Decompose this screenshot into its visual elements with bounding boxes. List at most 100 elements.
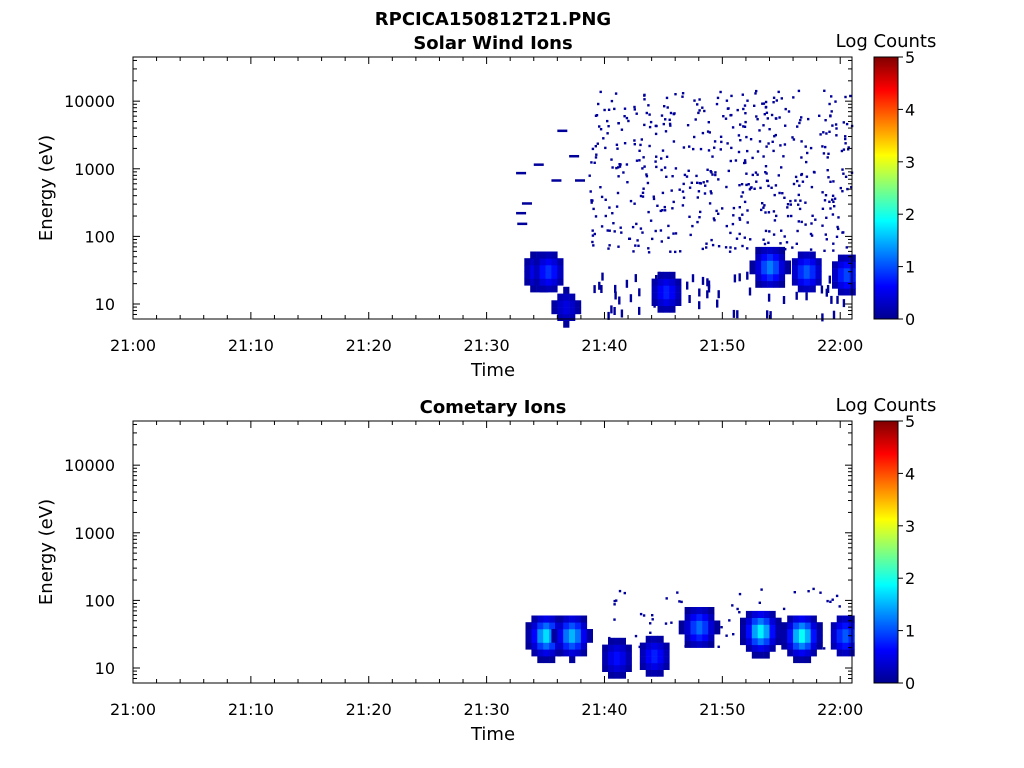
- heatmap-cell: [702, 627, 709, 635]
- heatmap-cell: [639, 656, 646, 664]
- x-axis-label: Time: [470, 360, 515, 381]
- heatmap-cell: [593, 232, 596, 236]
- heatmap-cell: [849, 281, 856, 289]
- heatmap-cell: [849, 254, 856, 262]
- heatmap-cell: [557, 300, 564, 308]
- heatmap-cell: [614, 291, 617, 300]
- heatmap-cell: [639, 143, 642, 147]
- heatmap-cell: [729, 159, 732, 163]
- heatmap-cell: [623, 591, 626, 595]
- heatmap-cell: [774, 184, 778, 187]
- heatmap-cell: [771, 140, 774, 143]
- heatmap-cell: [828, 102, 831, 106]
- heatmap-cell: [809, 285, 816, 293]
- heatmap-cell: [633, 108, 636, 111]
- heatmap-cell: [531, 642, 538, 650]
- heatmap-cell: [669, 305, 676, 313]
- heatmap-cell: [708, 607, 715, 615]
- heatmap-cell: [592, 244, 595, 247]
- heatmap-cell: [645, 662, 652, 670]
- heatmap-cell: [623, 107, 627, 110]
- heatmap-cell: [525, 635, 532, 643]
- heatmap-cell: [668, 118, 671, 121]
- heatmap-cell: [681, 204, 685, 207]
- heatmap-cell: [639, 649, 646, 657]
- heatmap-cell: [761, 260, 768, 268]
- heatmap-cell: [778, 253, 786, 261]
- heatmap-cell: [821, 313, 824, 322]
- heatmap-cell: [715, 102, 719, 106]
- heatmap-cell: [619, 671, 626, 679]
- heatmap-cell: [836, 622, 843, 630]
- heatmap-cell: [580, 622, 588, 630]
- heatmap-cell: [742, 125, 745, 128]
- heatmap-cell: [615, 143, 619, 146]
- heatmap-cell: [619, 651, 626, 659]
- heatmap-cell: [706, 168, 709, 171]
- heatmap-cell: [599, 186, 602, 189]
- heatmap-cell: [763, 610, 770, 618]
- heatmap-cell: [569, 615, 576, 623]
- heatmap-cell: [647, 247, 650, 250]
- heatmap-cell: [622, 171, 625, 174]
- heatmap-cell: [837, 268, 845, 276]
- heatmap-cell: [732, 206, 736, 210]
- heatmap-cell: [655, 124, 658, 128]
- heatmap-cell: [657, 278, 664, 286]
- heatmap-cell: [769, 638, 776, 646]
- heatmap-cell: [661, 209, 664, 212]
- heatmap-cell: [599, 128, 603, 131]
- heatmap-cell: [760, 588, 763, 591]
- heatmap-cell: [666, 106, 669, 109]
- heatmap-cell: [543, 622, 550, 630]
- heatmap-cell: [647, 104, 650, 107]
- heatmap-cell: [645, 649, 652, 657]
- heatmap-cell: [734, 159, 738, 162]
- heatmap-cell: [842, 148, 846, 151]
- heatmap-cell: [751, 617, 758, 625]
- heatmap-cell: [767, 280, 774, 288]
- heatmap-cell: [648, 125, 652, 129]
- heatmap-cell: [705, 242, 708, 245]
- heatmap-cell: [804, 615, 812, 623]
- heatmap-cell: [749, 267, 756, 275]
- heatmap-cell: [665, 96, 669, 100]
- heatmap-cell: [651, 292, 658, 300]
- heatmap-cell: [671, 175, 674, 178]
- heatmap-cell: [569, 313, 576, 321]
- heatmap-cell: [773, 193, 776, 197]
- heatmap-cell: [842, 299, 846, 308]
- heatmap-cell: [749, 138, 753, 141]
- heatmap-cell: [699, 182, 702, 185]
- heatmap-cell: [678, 627, 685, 635]
- heatmap-cell: [633, 139, 636, 142]
- heatmap-cell: [843, 274, 850, 282]
- heatmap-cell: [657, 285, 664, 293]
- y-tick-label: 100: [84, 591, 115, 610]
- heatmap-cell: [773, 280, 780, 288]
- heatmap-cell: [536, 285, 543, 293]
- heatmap-cell: [580, 635, 588, 643]
- heatmap-cell: [710, 238, 713, 242]
- heatmap-cell: [769, 617, 776, 625]
- heatmap-cell: [604, 198, 607, 201]
- heatmap-cell: [696, 220, 699, 224]
- heatmap-cell: [798, 184, 801, 187]
- heatmap-cell: [696, 103, 699, 106]
- heatmap-cell: [682, 146, 686, 149]
- heatmap-cell: [701, 106, 704, 109]
- colorbar-tick-label: 5: [905, 48, 915, 67]
- heatmap-cell: [832, 268, 839, 276]
- heatmap-cell: [664, 622, 668, 625]
- heatmap-cell: [791, 246, 794, 249]
- heatmap-cell: [746, 247, 749, 250]
- heatmap-cell: [633, 143, 636, 146]
- heatmap-cell: [651, 642, 658, 650]
- heatmap-cell: [832, 242, 835, 245]
- heatmap-cell: [730, 146, 733, 150]
- heatmap-cell: [669, 292, 676, 300]
- heatmap-cell: [823, 647, 826, 650]
- heatmap-cell: [636, 239, 639, 242]
- heatmap-cell: [775, 99, 778, 102]
- heatmap-cell: [569, 656, 576, 664]
